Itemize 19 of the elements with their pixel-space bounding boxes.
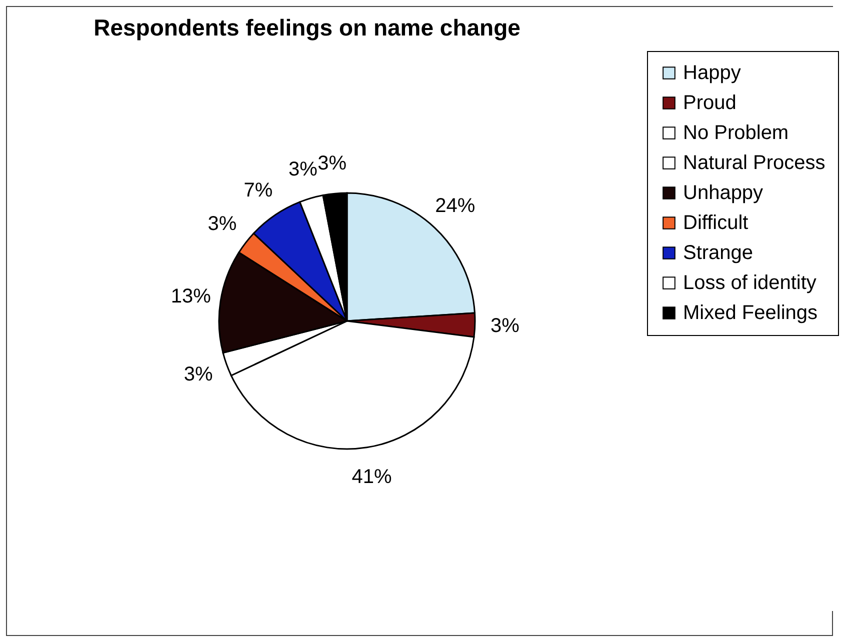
data-label: 13% — [170, 285, 212, 308]
data-label: 3% — [208, 213, 237, 236]
legend-label: Unhappy — [683, 182, 764, 204]
legend-label: Mixed Feelings — [683, 302, 818, 324]
legend-label: Difficult — [683, 212, 749, 234]
data-label: 3% — [490, 314, 520, 337]
data-label: 3% — [288, 158, 318, 180]
legend-label: Proud — [683, 92, 736, 114]
legend-label: Loss of identity — [683, 272, 816, 294]
legend-label: Strange — [683, 242, 754, 264]
legend-label: Happy — [683, 62, 741, 84]
legend-label: Natural Process — [683, 152, 826, 174]
legend-label: No Problem — [683, 122, 789, 144]
data-label: 7% — [244, 179, 273, 202]
chart-title: Respondents feelings on name change — [94, 14, 520, 40]
data-label: 3% — [184, 364, 214, 386]
data-label: 24% — [435, 194, 476, 217]
data-label: 3% — [318, 152, 347, 175]
data-label: 41% — [352, 466, 392, 488]
